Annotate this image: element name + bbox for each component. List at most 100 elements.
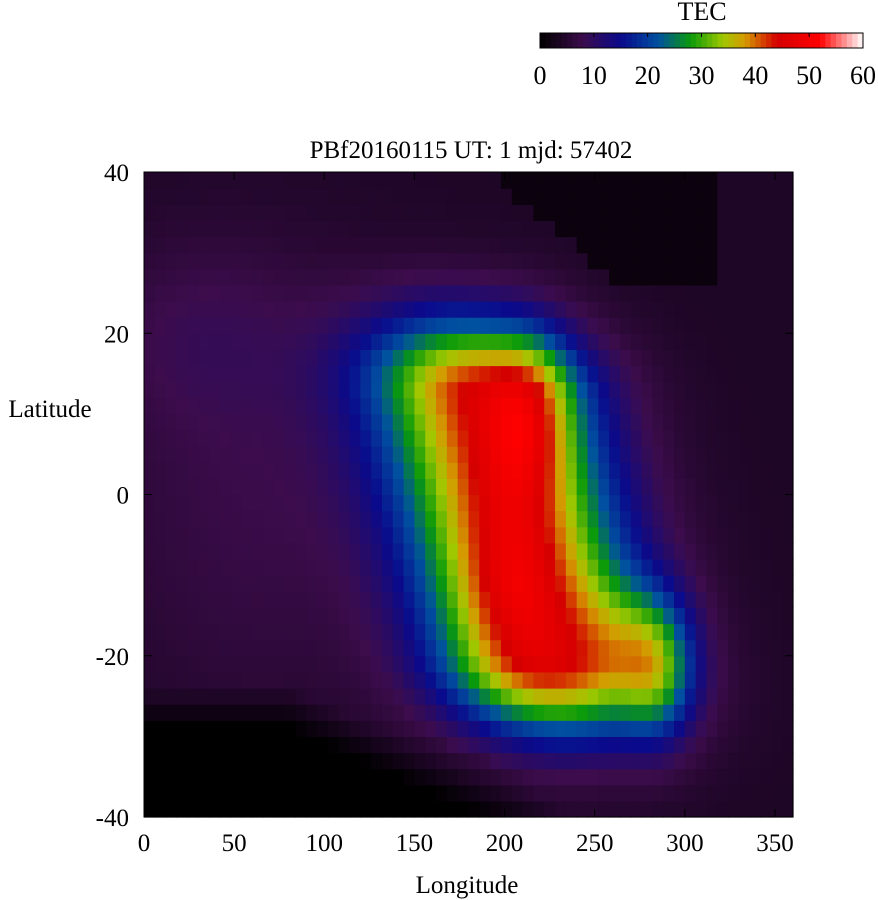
heatmap-cell — [349, 413, 361, 431]
heatmap-cell — [371, 172, 383, 189]
heatmap-cell — [403, 413, 416, 431]
heatmap-cell — [349, 784, 361, 802]
heatmap-cell — [511, 510, 524, 528]
heatmap-cell — [490, 268, 502, 286]
heatmap-cell — [587, 768, 599, 786]
heatmap-cell — [598, 494, 610, 512]
heatmap-cell — [641, 688, 653, 705]
heatmap-cell — [284, 704, 297, 721]
heatmap-cell — [738, 236, 751, 254]
heatmap-cell — [609, 236, 621, 254]
heatmap-cell — [425, 639, 437, 657]
heatmap-cell — [533, 220, 545, 238]
heatmap-cell — [706, 655, 718, 673]
heatmap-cell — [511, 301, 524, 318]
heatmap-cell — [782, 720, 794, 737]
heatmap-cell — [544, 430, 556, 447]
heatmap-cell — [630, 639, 643, 657]
heatmap-cell — [187, 284, 199, 302]
heatmap-cell — [630, 752, 643, 770]
heatmap-cell — [771, 381, 783, 399]
heatmap-cell — [663, 639, 675, 657]
heatmap-cell — [684, 639, 697, 657]
heatmap-cell — [609, 252, 621, 270]
heatmap-cell — [717, 284, 729, 302]
heatmap-cell — [782, 365, 794, 383]
heatmap-cell — [544, 349, 556, 367]
heatmap-cell — [630, 317, 643, 334]
heatmap-cell — [619, 526, 632, 544]
heatmap-cell — [641, 526, 653, 544]
heatmap-cell — [327, 784, 340, 802]
heatmap-cell — [479, 542, 491, 560]
heatmap-cell — [533, 639, 545, 657]
heatmap-cell — [457, 768, 470, 786]
heatmap-cell — [187, 800, 199, 818]
heatmap-cell — [219, 639, 232, 657]
heatmap-cell — [587, 542, 599, 560]
heatmap-cell — [241, 365, 253, 383]
heatmap-cell — [219, 397, 232, 415]
heatmap-cell — [522, 591, 534, 608]
heatmap-cell — [479, 736, 491, 754]
heatmap-cell — [262, 542, 275, 560]
heatmap-cell — [381, 639, 394, 657]
heatmap-cell — [414, 591, 426, 608]
heatmap-cell — [674, 671, 686, 689]
heatmap-cell — [500, 317, 513, 334]
heatmap-cell — [349, 768, 361, 786]
heatmap-cell — [587, 236, 599, 254]
heatmap-cell — [360, 655, 372, 673]
heatmap-cell — [252, 349, 264, 367]
heatmap-cell — [262, 559, 275, 576]
heatmap-cell — [295, 317, 307, 334]
heatmap-cell — [544, 446, 556, 463]
heatmap-cell — [219, 655, 232, 673]
heatmap-cell — [241, 220, 253, 238]
heatmap-cell — [609, 768, 621, 786]
heatmap-cell — [565, 639, 578, 657]
heatmap-cell — [619, 671, 632, 689]
colorbar-segment — [631, 33, 638, 48]
heatmap-cell — [371, 671, 383, 689]
heatmap-cell — [587, 720, 599, 737]
heatmap-cell — [738, 446, 751, 463]
heatmap-cell — [273, 591, 286, 608]
heatmap-cell — [165, 639, 178, 657]
heatmap-cell — [641, 236, 653, 254]
heatmap-cell — [576, 478, 589, 496]
heatmap-cell — [187, 413, 199, 431]
heatmap-cell — [317, 462, 329, 479]
heatmap-cell — [782, 430, 794, 447]
heatmap-cell — [176, 623, 188, 641]
heatmap-cell — [706, 800, 718, 818]
heatmap-cell — [674, 268, 686, 286]
heatmap-cell — [717, 688, 729, 705]
heatmap-cell — [241, 736, 253, 754]
heatmap-cell — [663, 349, 675, 367]
colorbar-segment — [674, 33, 681, 48]
heatmap-cell — [641, 349, 653, 367]
heatmap-cell — [598, 284, 610, 302]
heatmap-cell — [641, 623, 653, 641]
heatmap-cell — [565, 704, 578, 721]
heatmap-cell — [641, 365, 653, 383]
heatmap-cell — [198, 236, 210, 254]
heatmap-cell — [327, 220, 340, 238]
heatmap-cell — [598, 301, 610, 318]
heatmap-cell — [749, 317, 762, 334]
heatmap-cell — [414, 526, 426, 544]
heatmap-cell — [371, 784, 383, 802]
heatmap-cell — [165, 494, 178, 512]
heatmap-cell — [154, 381, 167, 399]
heatmap-cell — [522, 671, 534, 689]
heatmap-cell — [284, 446, 297, 463]
heatmap-cell — [198, 526, 210, 544]
heatmap-cell — [522, 462, 534, 479]
heatmap-cell — [317, 768, 329, 786]
heatmap-cell — [144, 349, 156, 367]
heatmap-cell — [241, 688, 253, 705]
colorbar-segment — [626, 33, 633, 48]
heatmap-cell — [728, 478, 740, 496]
heatmap-cell — [630, 768, 643, 786]
